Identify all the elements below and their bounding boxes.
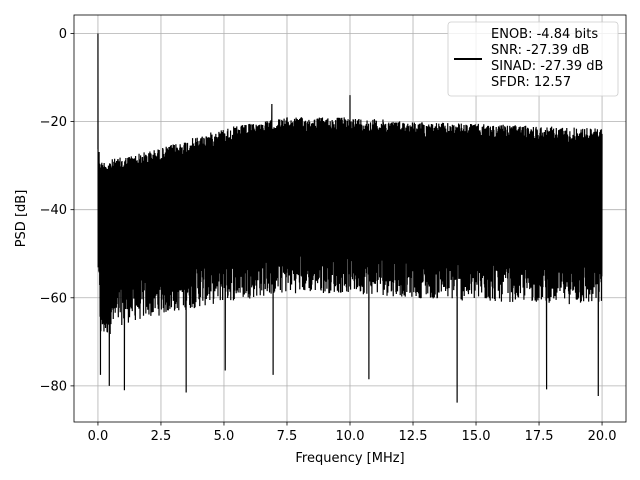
- x-tick-label: 15.0: [462, 429, 491, 444]
- y-tick-label: −80: [40, 379, 67, 394]
- legend-frame: [447, 21, 619, 97]
- plot-frame: [73, 14, 627, 423]
- x-tick-label: 2.5: [151, 429, 172, 444]
- psd-trace: [97, 33, 603, 403]
- legend-entry-line: SNR: -27.39 dB: [491, 43, 589, 58]
- x-tick-label: 10.0: [336, 429, 365, 444]
- x-tick-label: 12.5: [399, 429, 428, 444]
- x-axis-label: Frequency [MHz]: [295, 451, 404, 466]
- y-axis-label: PSD [dB]: [14, 190, 29, 248]
- y-tick-label: 0: [59, 27, 67, 42]
- x-tick-label: 5.0: [214, 429, 235, 444]
- ticks: [70, 33, 603, 426]
- y-tick-label: −40: [40, 203, 67, 218]
- legend-entry-line: SINAD: -27.39 dB: [491, 59, 603, 74]
- y-tick-label: −60: [40, 291, 67, 306]
- x-tick-label: 0.0: [88, 429, 109, 444]
- x-tick-label: 17.5: [525, 429, 554, 444]
- legend-entry-line: SFDR: 12.57: [491, 75, 571, 90]
- x-tick-label: 20.0: [588, 429, 617, 444]
- trace-layer: [97, 33, 603, 403]
- legend-entry-line: ENOB: -4.84 bits: [491, 27, 598, 42]
- x-tick-label: 7.5: [277, 429, 298, 444]
- y-tick-label: −20: [40, 115, 67, 130]
- tick-labels: 0.0 2.5 5.0 7.5 10.0 12.5 15.0 17.5 20.0 0 −20 −40 −…: [40, 27, 617, 444]
